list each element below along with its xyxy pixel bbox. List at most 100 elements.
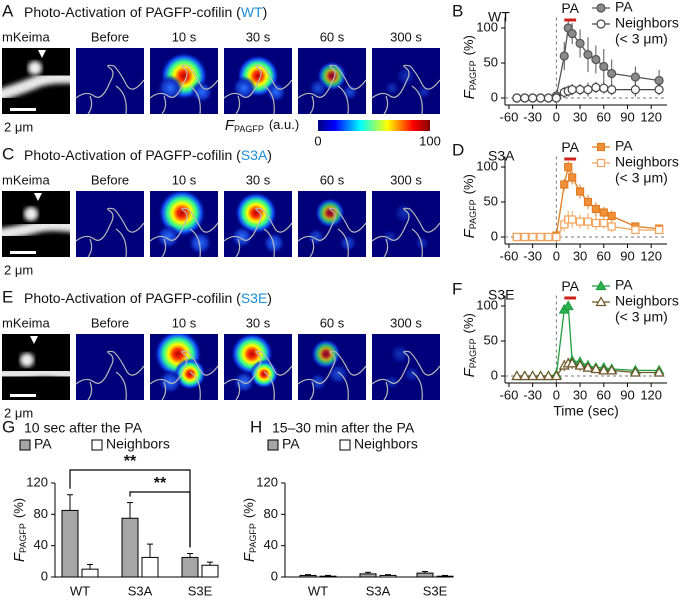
axis-label: FPAGFP (%): [241, 498, 258, 562]
marker: [591, 204, 600, 214]
image-label: 30 s: [246, 172, 271, 187]
bar: [436, 575, 454, 578]
image-label: 300 s: [390, 172, 422, 187]
x-tick-label: 60: [597, 387, 611, 402]
micrograph: [150, 191, 218, 257]
signal: [155, 224, 181, 250]
signal: [327, 363, 349, 385]
image-label: Before: [91, 172, 129, 187]
significance-label: **: [154, 475, 167, 492]
colorbar-min: 0: [314, 133, 321, 148]
dendrite: [2, 365, 70, 381]
x-tick-label: S3E: [188, 583, 213, 598]
subscript: PAGFP: [234, 124, 264, 134]
legend-note: (< 3 μm): [615, 170, 668, 186]
micrograph: [372, 334, 440, 400]
micrograph: [2, 48, 70, 114]
x-tick-label: 30: [573, 248, 587, 263]
legend-label: Neighbors: [615, 15, 679, 31]
micrograph: [76, 191, 144, 257]
x-tick-label: 120: [640, 109, 662, 124]
signal: [230, 225, 254, 249]
marker: [596, 3, 606, 13]
image-label: 60 s: [320, 29, 345, 44]
marker: [583, 217, 593, 226]
marker: [528, 232, 537, 242]
marker: [654, 225, 664, 235]
signal: [306, 227, 326, 247]
unit: (%): [461, 174, 476, 194]
panel-title: Photo-Activation of PAGFP-cofilin (S3E): [24, 290, 272, 306]
scale-bar-label: 2 μm: [4, 262, 33, 277]
panel-title: Photo-Activation of PAGFP-cofilin (WT): [24, 4, 267, 20]
outline: [224, 207, 292, 257]
bar: [299, 574, 317, 578]
legend-label: PA: [615, 0, 633, 15]
marker: [629, 366, 641, 377]
y-tick-label: 0: [491, 367, 498, 382]
inset-label: S3E: [488, 287, 514, 303]
panel-label: B: [452, 1, 463, 20]
spine: [24, 207, 38, 221]
title-part: ): [263, 4, 268, 20]
image-label: 60 s: [320, 315, 345, 330]
significance-bracket: [129, 491, 191, 548]
micrograph: [76, 48, 144, 114]
y-tick-label: 40: [34, 537, 48, 552]
marker: [519, 370, 531, 381]
stimulus-label: PA: [561, 0, 579, 16]
symbol: F: [461, 367, 478, 377]
signal: [262, 231, 286, 255]
outline: [298, 350, 366, 400]
stimulus-label: PA: [561, 139, 579, 155]
marker: [535, 370, 547, 381]
marker: [520, 232, 529, 242]
panel-label: C: [2, 144, 14, 163]
marker: [575, 84, 585, 95]
outline: [298, 64, 366, 114]
chart-title: 15–30 min after the PA: [272, 420, 415, 436]
title-part: WT: [241, 4, 263, 20]
inset-label: S3A: [488, 148, 515, 164]
image-label: 300 s: [390, 315, 422, 330]
axis-label: FPAGFP (a.u.): [225, 117, 299, 134]
x-tick-label: 30: [573, 387, 587, 402]
marker: [583, 49, 593, 60]
legend-swatch: [91, 439, 103, 451]
symbol: F: [225, 117, 235, 134]
subscript: PAGFP: [248, 523, 258, 553]
signal: [157, 369, 183, 395]
legend-label: PA: [282, 436, 300, 452]
marker: [512, 232, 521, 242]
y-tick-label: 80: [264, 506, 278, 521]
axis-label: FPAGFP (%): [11, 498, 28, 562]
image-label: Before: [91, 315, 129, 330]
x-tick-label: 0: [553, 248, 560, 263]
image-label: mKeima: [2, 172, 50, 187]
legend-label: Neighbors: [615, 154, 679, 170]
marker: [527, 370, 539, 381]
axis-label: FPAGFP (%): [461, 35, 478, 99]
y-tick-label: 100: [476, 158, 498, 173]
image-label: 300 s: [390, 29, 422, 44]
y-tick-label: 120: [256, 474, 278, 489]
marker: [591, 82, 601, 93]
bar: [416, 572, 434, 578]
title-part: S3A: [241, 147, 268, 163]
marker: [599, 208, 608, 217]
signal: [384, 80, 400, 96]
y-tick-label: 100: [476, 19, 498, 34]
marker: [630, 84, 640, 95]
marker: [595, 280, 607, 291]
x-tick-label: S3A: [366, 583, 391, 598]
y-tick-label: 0: [41, 568, 48, 583]
stimulus-bar: [564, 18, 577, 22]
micrograph: [2, 191, 70, 257]
legend-note: (< 3 μm): [615, 309, 668, 325]
legend-label: PA: [615, 277, 633, 293]
bar: [181, 556, 199, 578]
micrograph: [2, 334, 70, 400]
image-label: mKeima: [2, 29, 50, 44]
arrowhead: [34, 193, 42, 201]
marker: [590, 363, 602, 374]
